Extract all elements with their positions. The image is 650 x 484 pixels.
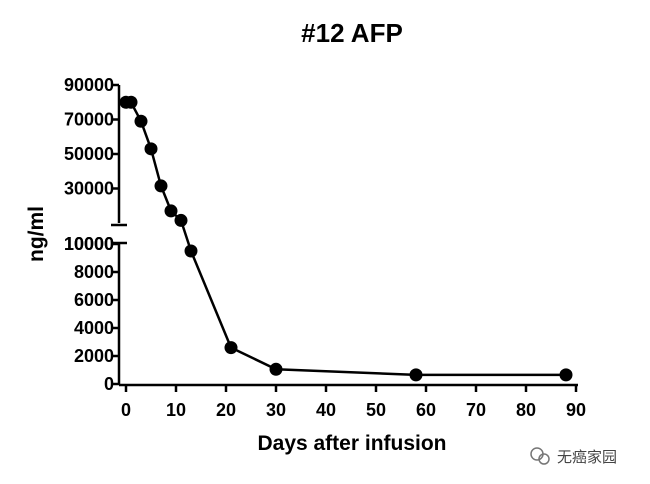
x-tick-label: 80 bbox=[516, 400, 536, 420]
data-point bbox=[224, 341, 238, 355]
x-axis-label: Days after infusion bbox=[257, 432, 446, 455]
axes bbox=[111, 83, 578, 392]
y-tick-label: 2000 bbox=[74, 346, 114, 366]
x-tick-label: 20 bbox=[216, 400, 236, 420]
data-point bbox=[124, 95, 138, 109]
y-tick-label: 10000 bbox=[64, 234, 114, 254]
x-tick-label: 40 bbox=[316, 400, 336, 420]
data-point bbox=[269, 362, 283, 376]
y-axis-label: ng/ml bbox=[25, 206, 48, 262]
tick-labels: 0200040006000800010000100003000050000700… bbox=[64, 75, 586, 420]
data-point bbox=[164, 204, 178, 218]
watermark-text: 无癌家园 bbox=[557, 448, 617, 466]
y-tick-label: 10000 bbox=[64, 234, 114, 254]
watermark: 无癌家园 bbox=[530, 447, 617, 466]
data-point bbox=[409, 368, 423, 382]
wechat-icon bbox=[530, 447, 550, 465]
y-tick-label: 50000 bbox=[64, 144, 114, 164]
x-tick-label: 10 bbox=[166, 400, 186, 420]
y-tick-label: 6000 bbox=[74, 290, 114, 310]
series-line bbox=[126, 101, 566, 377]
y-tick-label: 70000 bbox=[64, 110, 114, 130]
y-tick-label: 8000 bbox=[74, 262, 114, 282]
x-tick-label: 0 bbox=[121, 400, 131, 420]
data-point bbox=[184, 244, 198, 258]
y-tick-label: 4000 bbox=[74, 318, 114, 338]
x-tick-label: 60 bbox=[416, 400, 436, 420]
x-tick-label: 70 bbox=[466, 400, 486, 420]
data-point bbox=[134, 114, 148, 128]
data-point bbox=[144, 142, 158, 156]
y-tick-label: 30000 bbox=[64, 179, 114, 199]
y-tick-label: 0 bbox=[104, 374, 114, 394]
data-point bbox=[559, 368, 573, 382]
chart-title: #12 AFP bbox=[301, 18, 403, 48]
x-tick-label: 50 bbox=[366, 400, 386, 420]
series bbox=[119, 95, 573, 382]
x-tick-label: 90 bbox=[566, 400, 586, 420]
x-tick-label: 30 bbox=[266, 400, 286, 420]
y-tick-label: 90000 bbox=[64, 75, 114, 95]
data-point bbox=[154, 179, 168, 193]
data-point bbox=[174, 213, 188, 227]
